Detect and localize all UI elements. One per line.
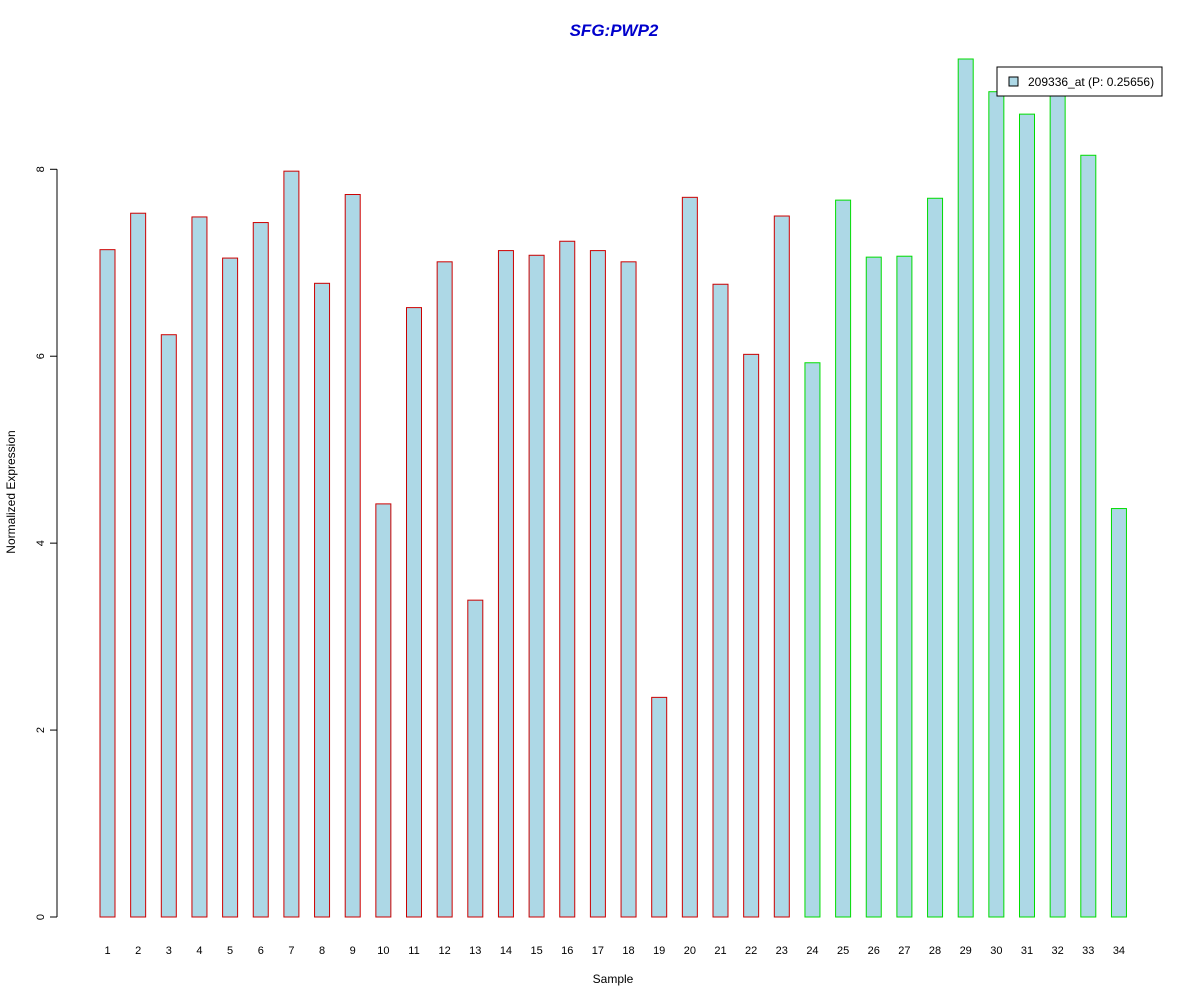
- x-tick-label: 31: [1021, 945, 1033, 957]
- y-tick-label: 0: [35, 914, 47, 920]
- x-tick-label: 15: [530, 945, 542, 957]
- x-tick-label: 6: [258, 945, 264, 957]
- bars-layer: [99, 58, 1127, 918]
- x-tick-label: 22: [745, 945, 757, 957]
- bar-sample-28: [927, 197, 944, 918]
- bar-sample-5: [222, 257, 239, 918]
- x-tick-label: 16: [561, 945, 573, 957]
- x-tick-label: 19: [653, 945, 665, 957]
- x-tick-label: 4: [196, 945, 202, 957]
- bar-sample-4: [191, 216, 208, 918]
- x-tick-label: 24: [806, 945, 818, 957]
- x-tick-label: 20: [684, 945, 696, 957]
- bar-sample-30: [988, 91, 1005, 918]
- bar-sample-26: [865, 256, 882, 918]
- x-tick-label: 26: [868, 945, 880, 957]
- x-tick-label: 12: [439, 945, 451, 957]
- y-tick-label: 6: [35, 353, 47, 359]
- x-tick-label: 18: [622, 945, 634, 957]
- x-tick-label: 23: [776, 945, 788, 957]
- bar-sample-3: [160, 334, 177, 918]
- x-tick-label: 27: [898, 945, 910, 957]
- bar-sample-22: [743, 353, 760, 918]
- bar-sample-25: [835, 199, 852, 918]
- x-tick-label: 8: [319, 945, 325, 957]
- x-tick-label: 2: [135, 945, 141, 957]
- bar-sample-31: [1019, 113, 1035, 918]
- bar-sample-7: [283, 170, 300, 918]
- x-tick-label: 30: [990, 945, 1002, 957]
- x-tick-label: 10: [377, 945, 389, 957]
- x-tick-label: 1: [104, 945, 110, 957]
- bar-sample-33: [1080, 154, 1097, 918]
- legend-box: [996, 66, 1163, 97]
- bar-sample-13: [467, 599, 484, 918]
- bar-sample-20: [681, 196, 698, 918]
- x-tick-label: 11: [408, 945, 419, 957]
- bar-sample-34: [1110, 508, 1127, 918]
- x-tick-label: 5: [227, 945, 233, 957]
- x-tick-label: 21: [714, 945, 726, 957]
- bar-sample-15: [528, 254, 545, 918]
- bar-sample-1: [99, 249, 116, 918]
- bar-sample-10: [375, 503, 392, 918]
- x-tick-label: 3: [166, 945, 172, 957]
- bar-sample-17: [589, 250, 606, 918]
- bar-sample-23: [773, 215, 790, 918]
- bar-sample-8: [314, 282, 331, 918]
- bar-sample-14: [497, 250, 514, 918]
- bar-sample-11: [406, 307, 422, 918]
- bar-sample-6: [252, 222, 269, 918]
- x-tick-label: 32: [1052, 945, 1064, 957]
- bar-sample-2: [130, 212, 147, 918]
- x-tick-label: 13: [469, 945, 481, 957]
- x-tick-label: 14: [500, 945, 512, 957]
- x-tick-label: 33: [1082, 945, 1094, 957]
- y-axis-title: Normalized Expression: [4, 430, 18, 553]
- y-tick-label: 4: [35, 540, 47, 546]
- y-axis: 0 2 4 6 8: [35, 166, 58, 920]
- legend-swatch: [1008, 76, 1019, 87]
- bar-sample-27: [896, 255, 913, 918]
- bar-sample-24: [804, 362, 821, 918]
- x-tick-label: 25: [837, 945, 849, 957]
- bar-sample-29: [957, 58, 974, 918]
- x-tick-label: 17: [592, 945, 604, 957]
- legend: 209336_at (P: 0.25656): [996, 66, 1163, 97]
- x-tick-label: 9: [350, 945, 356, 957]
- y-tick-label: 2: [35, 727, 47, 733]
- bar-sample-9: [344, 194, 361, 918]
- legend-label: 209336_at (P: 0.25656): [1028, 75, 1154, 89]
- x-tick-label: 29: [960, 945, 972, 957]
- x-axis-title: Sample: [593, 972, 634, 986]
- y-tick-label: 8: [35, 166, 47, 172]
- bar-sample-16: [559, 240, 576, 918]
- bar-sample-18: [620, 261, 637, 918]
- bar-sample-12: [436, 261, 453, 918]
- bar-sample-32: [1049, 91, 1066, 918]
- x-axis: 1 2 3 4 5 6 7 8 9 10 11 12 13 14 15 16 17 18 19 20 21 22 23 24 2…: [104, 945, 1125, 957]
- bar-sample-21: [712, 283, 729, 918]
- x-tick-label: 28: [929, 945, 941, 957]
- bar-sample-19: [651, 696, 668, 918]
- x-tick-label: 7: [288, 945, 294, 957]
- x-tick-label: 34: [1113, 945, 1125, 957]
- chart-title: SFG:PWP2: [570, 21, 659, 40]
